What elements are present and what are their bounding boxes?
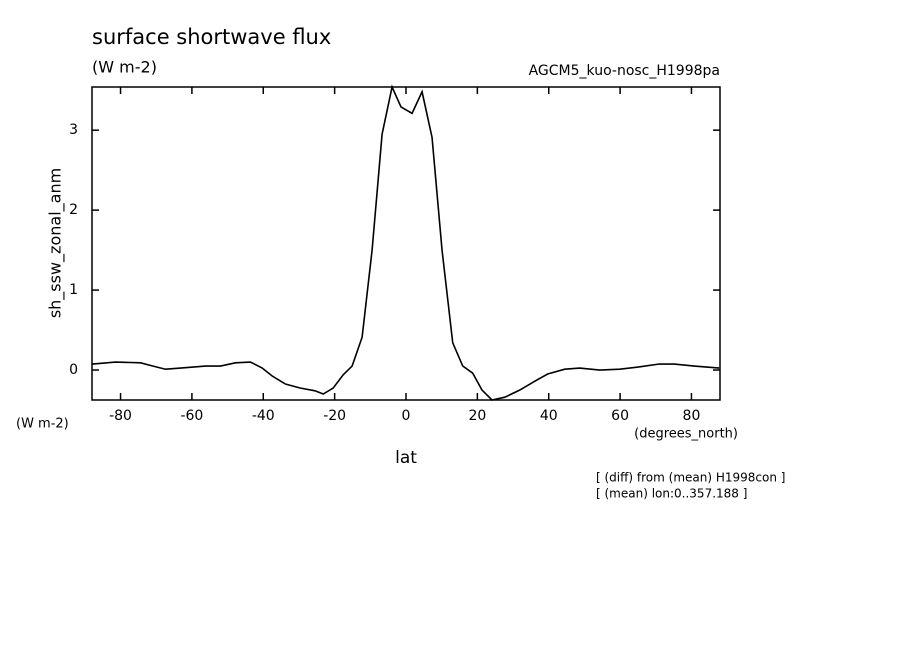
note: [ (mean) lon:0..357.188 ] [596,487,747,501]
x-tick-label: 80 [683,408,701,424]
x-axis-label: lat [395,448,417,468]
note: [ (diff) from (mean) H1998con ] [596,471,785,485]
x-tick-label: -60 [180,408,203,424]
x-tick-label: 20 [468,408,486,424]
x-tick-label: -40 [252,408,275,424]
x-tick-label: 0 [402,408,411,424]
plot-frame [91,86,721,401]
x-tick-label: -80 [109,408,132,424]
x-tick-label: 60 [611,408,629,424]
y-tick-label: 1 [69,282,78,298]
y-tick-label: 2 [69,202,78,218]
subtitle: (W m-2) [92,58,157,77]
chart-title: surface shortwave flux [92,25,331,49]
x-tick-label: -20 [323,408,346,424]
y-axis-label: sh_ssw_zonal_anm [46,168,66,318]
y-unit: (W m-2) [16,417,69,432]
y-tick-label: 0 [69,362,78,378]
data-line [92,84,720,401]
x-unit: (degrees_north) [634,427,738,442]
x-tick-label: 40 [540,408,558,424]
y-tick-label: 3 [69,122,78,138]
dataset-label: AGCM5_kuo-nosc_H1998pa [529,63,720,79]
